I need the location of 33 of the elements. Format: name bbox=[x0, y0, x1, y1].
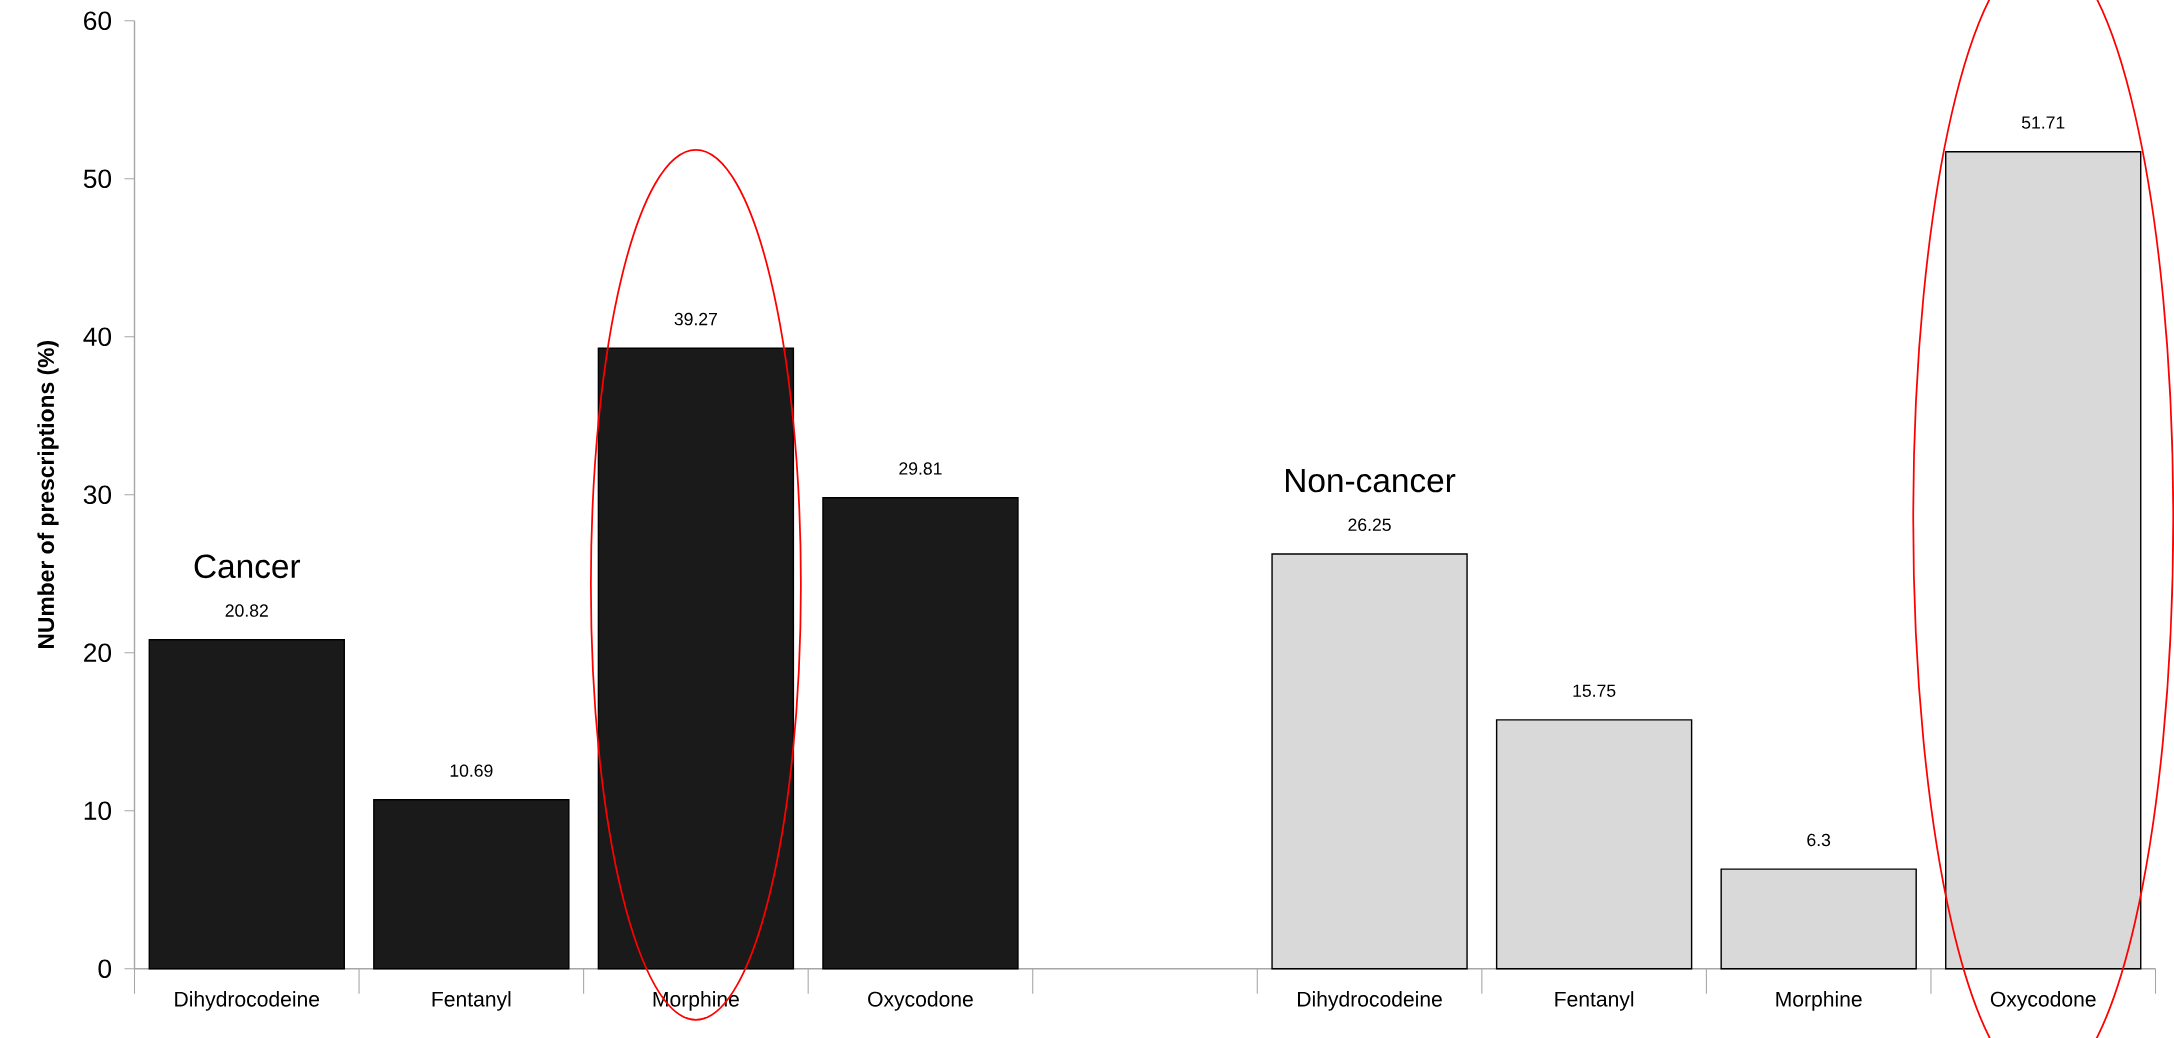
x-tick-label: Morphine bbox=[1776, 991, 1862, 1011]
bar bbox=[822, 497, 1019, 970]
y-tick-label: 20 bbox=[84, 643, 112, 663]
y-tick-label: 60 bbox=[84, 11, 112, 31]
data-label: 6.3 bbox=[1807, 833, 1831, 847]
x-tick-label: Fentanyl bbox=[1555, 991, 1634, 1011]
data-label: 10.69 bbox=[450, 764, 493, 777]
y-tick-label: 10 bbox=[84, 801, 112, 821]
data-label: 29.81 bbox=[899, 462, 942, 475]
x-tick-label: Oxycodone bbox=[1990, 991, 2096, 1011]
data-label: 20.82 bbox=[225, 604, 268, 617]
y-axis-title: NUmber of prescriptions (%) bbox=[37, 341, 59, 649]
bar bbox=[597, 347, 795, 970]
y-tick-label: 50 bbox=[83, 169, 112, 189]
y-tick-label: 0 bbox=[98, 959, 112, 979]
bar bbox=[1271, 553, 1468, 970]
data-label: 51.71 bbox=[2021, 116, 2065, 129]
series-label: Non-cancer bbox=[1286, 469, 1456, 493]
bar bbox=[1720, 868, 1917, 970]
data-label: 39.27 bbox=[674, 312, 717, 326]
y-tick-label: 40 bbox=[83, 327, 112, 347]
x-tick-label: Dihydrocodeine bbox=[1298, 991, 1442, 1011]
y-tick-label: 30 bbox=[83, 485, 112, 505]
data-label: 26.25 bbox=[1348, 518, 1391, 532]
bar bbox=[1945, 151, 2142, 970]
data-label: 15.75 bbox=[1573, 684, 1616, 697]
bar bbox=[373, 799, 570, 970]
series-label: Cancer bbox=[194, 554, 301, 579]
x-tick-label: Fentanyl bbox=[432, 991, 511, 1011]
x-tick-label: Dihydrocodeine bbox=[175, 991, 320, 1011]
bar bbox=[1495, 719, 1693, 970]
bar bbox=[148, 639, 345, 970]
x-tick-label: Oxycodone bbox=[868, 991, 973, 1011]
